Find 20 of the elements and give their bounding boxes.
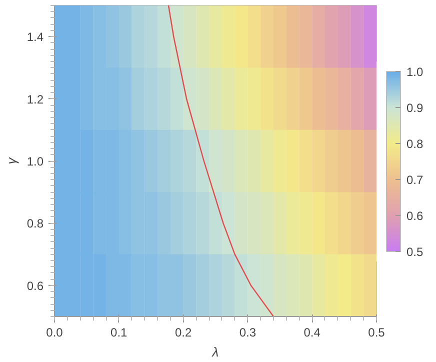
x-axis-title: λ: [211, 344, 219, 360]
y-tick-label: 0.8: [26, 216, 44, 231]
color-bar-label: 0.9: [406, 101, 424, 115]
x-tick-label: 0.4: [304, 326, 321, 340]
color-bar-label: 1.0: [406, 65, 424, 79]
color-bar-label: 0.7: [406, 173, 424, 187]
y-tick-label: 1.4: [26, 30, 44, 44]
x-tick-label: 0.2: [174, 326, 192, 340]
x-tick-label: 0.5: [368, 326, 386, 340]
y-axis-title: γ: [4, 156, 19, 164]
color-bar-label: 0.6: [406, 209, 424, 223]
y-tick-label: 0.6: [26, 278, 44, 293]
x-tick-label: 0.3: [239, 326, 256, 340]
x-tick-label: 0.0: [46, 326, 64, 340]
y-tick-label: 1.0: [26, 154, 44, 168]
x-tick-label: 0.1: [110, 326, 128, 340]
color-bar-label: 0.8: [406, 137, 424, 151]
y-tick-label: 1.2: [26, 92, 44, 106]
color-bar-label: 0.5: [406, 245, 424, 259]
line-series: [168, 6, 274, 316]
